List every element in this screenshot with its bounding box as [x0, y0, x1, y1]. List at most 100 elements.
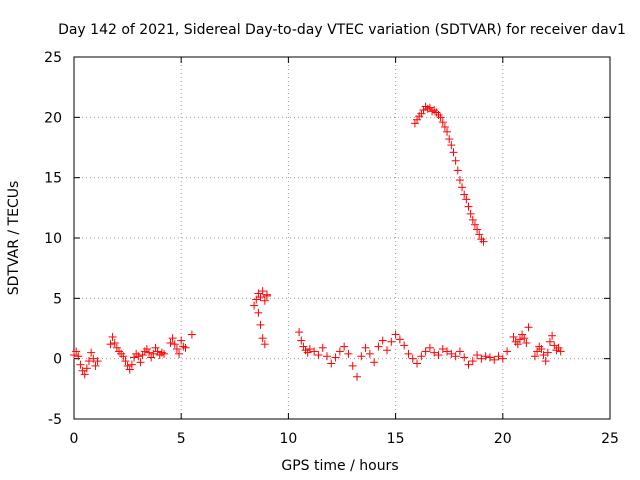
- data-point: [522, 338, 531, 347]
- data-point: [451, 156, 460, 165]
- data-point: [490, 355, 499, 364]
- data-point: [74, 352, 83, 361]
- data-point: [485, 353, 494, 362]
- data-point: [524, 323, 533, 332]
- y-tick-label: 15: [44, 171, 62, 187]
- data-point: [447, 141, 456, 150]
- data-point: [468, 357, 477, 366]
- data-point: [168, 334, 177, 343]
- data-point: [378, 336, 387, 345]
- data-point: [417, 352, 426, 361]
- data-point: [181, 343, 190, 352]
- data-point: [413, 115, 422, 124]
- data-point: [125, 365, 134, 374]
- data-point: [548, 331, 557, 340]
- data-point: [157, 348, 166, 357]
- data-point: [177, 336, 186, 345]
- data-point: [348, 361, 357, 370]
- data-point: [365, 349, 374, 358]
- data-point: [494, 352, 503, 361]
- data-point: [455, 347, 464, 356]
- data-point: [391, 330, 400, 339]
- data-point: [322, 352, 331, 361]
- data-point: [353, 372, 362, 381]
- data-point: [170, 340, 179, 349]
- y-axis-label: SDTVAR / TECUs: [6, 181, 22, 296]
- data-point: [451, 352, 460, 361]
- data-point: [374, 342, 383, 351]
- data-point: [530, 352, 539, 361]
- data-point: [438, 118, 447, 127]
- y-tick-label: 10: [44, 231, 62, 247]
- data-point: [464, 360, 473, 369]
- data-points: [70, 102, 565, 381]
- data-point: [477, 354, 486, 363]
- x-tick-label: 15: [387, 431, 405, 447]
- data-point: [458, 183, 467, 192]
- data-point: [260, 296, 269, 305]
- x-tick-label: 5: [177, 431, 186, 447]
- data-point: [453, 166, 462, 175]
- data-point: [445, 135, 454, 144]
- data-point: [537, 345, 546, 354]
- data-point: [421, 347, 430, 356]
- data-point: [475, 230, 484, 239]
- data-point: [187, 330, 196, 339]
- data-point: [250, 301, 259, 310]
- data-point: [82, 364, 91, 373]
- data-point: [151, 343, 160, 352]
- data-point: [172, 345, 181, 354]
- data-point: [513, 340, 522, 349]
- data-point: [395, 335, 404, 344]
- data-point: [119, 352, 128, 361]
- data-point: [539, 351, 548, 360]
- data-point: [145, 348, 154, 357]
- data-point: [520, 334, 529, 343]
- data-point: [473, 351, 482, 360]
- x-tick-label: 25: [601, 431, 619, 447]
- data-point: [310, 347, 319, 356]
- data-point: [425, 343, 434, 352]
- data-point: [138, 351, 147, 360]
- data-point: [481, 352, 490, 361]
- data-point: [303, 348, 312, 357]
- data-point: [464, 202, 473, 211]
- data-point: [147, 353, 156, 362]
- data-point: [509, 332, 518, 341]
- data-point: [340, 342, 349, 351]
- data-point: [130, 353, 139, 362]
- data-point: [166, 338, 175, 347]
- data-point: [357, 352, 366, 361]
- data-point: [518, 330, 527, 339]
- x-tick-label: 20: [494, 431, 512, 447]
- y-tick-label: 5: [53, 291, 62, 307]
- x-tick-label: 0: [70, 431, 79, 447]
- data-point: [434, 351, 443, 360]
- data-point: [127, 360, 136, 369]
- data-point: [160, 349, 169, 358]
- y-tick-label: 20: [44, 110, 62, 126]
- data-point: [153, 347, 162, 356]
- data-point: [142, 345, 151, 354]
- data-point: [80, 370, 89, 379]
- grid-lines: [74, 57, 610, 419]
- data-point: [443, 127, 452, 136]
- data-point: [383, 346, 392, 355]
- data-point: [112, 343, 121, 352]
- axes: 0 5 10 15 20 25 -5 0 5 10 15 20 25: [44, 50, 619, 447]
- data-point: [318, 343, 327, 352]
- data-point: [121, 357, 130, 366]
- data-point: [404, 349, 413, 358]
- data-point: [470, 220, 479, 229]
- data-point: [344, 349, 353, 358]
- data-point: [179, 342, 188, 351]
- data-point: [149, 349, 158, 358]
- data-point: [305, 345, 314, 354]
- data-point: [554, 343, 563, 352]
- data-point: [175, 349, 184, 358]
- data-point: [387, 337, 396, 346]
- data-point: [89, 354, 98, 363]
- data-point: [123, 361, 132, 370]
- data-point: [436, 113, 445, 122]
